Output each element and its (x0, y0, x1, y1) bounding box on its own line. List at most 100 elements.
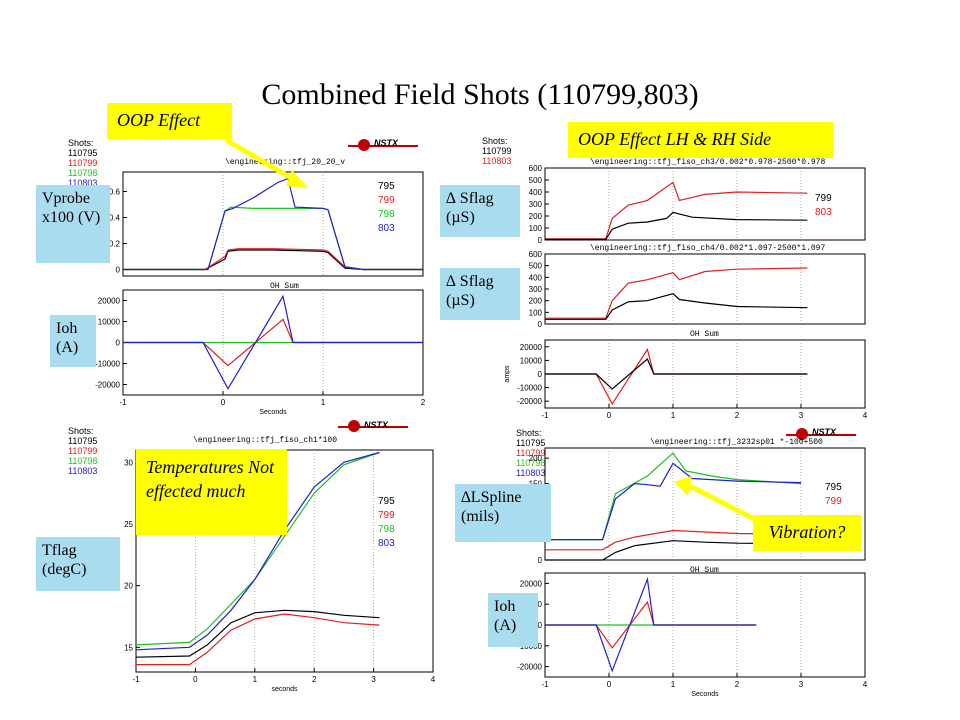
shot-item: 110803 (68, 178, 98, 188)
sflag1-chart: 0 100 200 300 400 500 600 (529, 164, 866, 245)
shot-item: 110803 (482, 156, 512, 166)
series-line-110803 (545, 462, 802, 541)
series-line-110795 (123, 249, 423, 271)
shot-item: 110803 (68, 466, 98, 476)
temperatures-callout: Temperatures Not effected much (136, 449, 287, 535)
panel-title: \engineering::tfj_fiso_ch1*100 (193, 436, 338, 445)
y-tick-label: -20000 (95, 381, 120, 390)
y-tick-label: 0 (538, 236, 543, 245)
shot-item: 110799 (68, 158, 98, 168)
x-tick-label: 3 (799, 411, 804, 420)
y-tick-label: 0 (116, 339, 121, 348)
shot-item: 110798 (68, 456, 98, 466)
shot-item: 110795 (516, 438, 546, 448)
legend-sflag: 799 803 (815, 192, 832, 220)
legend-lspline: 795 799 (825, 481, 842, 509)
series-line-110799 (545, 267, 808, 319)
legend-entry: 799 (378, 510, 395, 521)
legend-entry: 795 (378, 496, 395, 507)
shots-header: Shots: (68, 426, 94, 436)
series-line-110803 (545, 211, 808, 241)
page-title: Combined Field Shots (110799,803) (261, 78, 699, 111)
legend-tflag: 795 799 798 803 (378, 495, 395, 551)
y-tick-label: 20000 (98, 297, 121, 306)
shot-item: 110798 (516, 458, 546, 468)
tflag-label: Tflag (degC) (36, 537, 120, 591)
plot-frame (544, 253, 866, 325)
legend-entry: 799 (815, 193, 832, 204)
oh-right-bottom-panel: OH Sum -20000-1000001000020000-101234Sec… (480, 565, 880, 698)
series-line-110795 (135, 609, 380, 658)
lspline-label: ∆LSpline (mils) (455, 484, 551, 542)
y-axis-label: amps (504, 365, 511, 383)
y-tick-label: 500 (529, 262, 543, 271)
x-tick-label: 4 (863, 411, 868, 420)
x-tick-label: 1 (671, 680, 676, 689)
shots-list-vprobe: Shots: 110795 110799 110798 110803 (68, 138, 97, 188)
legend-entry: 803 (815, 207, 832, 218)
vprobe-chart: 0 0.2 0.4 0.6 (109, 171, 424, 277)
shot-item: 110795 (68, 148, 98, 158)
x-tick-label: 0 (607, 680, 612, 689)
vprobe-label: Vprobe x100 (V) (36, 185, 110, 263)
vibration-callout: Vibration? (753, 515, 861, 551)
x-tick-label: 2 (735, 411, 740, 420)
nstx-logo-bar (348, 145, 418, 147)
y-tick-label: 20000 (520, 343, 543, 352)
y-tick-label: -20000 (517, 663, 542, 672)
oop-effect-callout: OOP Effect (107, 103, 232, 139)
y-tick-label: -10000 (517, 384, 542, 393)
y-tick-label: 0 (538, 370, 543, 379)
x-tick-label: 2 (735, 680, 740, 689)
nstx-logo-text: NSTX (812, 427, 837, 437)
legend-entry: 795 (378, 181, 395, 192)
series-line-110803 (545, 358, 808, 390)
y-tick-label: 200 (529, 454, 543, 463)
legend-entry: 803 (378, 538, 395, 549)
x-axis-label: Seconds (691, 691, 719, 698)
y-tick-label: 500 (529, 176, 543, 185)
shot-item: 110799 (482, 146, 512, 156)
series-line-110799 (136, 613, 380, 666)
sflag2-panel: \engineering::tfj_fiso_ch4/0.002*1.097-2… (480, 244, 880, 330)
y-tick-label: 15 (124, 643, 133, 652)
oh-right-top-chart: -20000-1000001000020000-101234Secondsamp… (504, 339, 868, 429)
shots-list-tflag: Shots: 110795 110799 110798 110803 (68, 426, 97, 476)
sflag2-chart: 0 100 200 300 400 500 600 (529, 250, 866, 329)
shots-list-lspline: Shots: 110795 110799 110798 110803 (516, 428, 545, 478)
y-tick-label: 600 (529, 164, 543, 173)
y-tick-label: 400 (529, 188, 543, 197)
shot-item: 110795 (68, 436, 98, 446)
y-tick-label: 200 (529, 212, 543, 221)
y-tick-label: 0.6 (109, 188, 121, 197)
series-line-110803 (545, 576, 757, 673)
nstx-logo-text: NSTX (364, 420, 389, 430)
shot-item: 110803 (516, 468, 546, 478)
x-tick-label: 4 (431, 675, 436, 684)
ioh-left-label: Ioh (A) (50, 315, 96, 367)
legend-vprobe: 795 799 798 803 (378, 180, 395, 236)
nstx-logo-text: NSTX (374, 138, 399, 148)
legend-entry: 795 (825, 482, 842, 493)
y-tick-label: 600 (529, 250, 543, 259)
y-tick-label: 0 (538, 556, 543, 565)
series-line-110803 (545, 293, 808, 320)
nstx-logo-bar (338, 426, 408, 428)
series-line-110799 (545, 529, 802, 551)
y-tick-label: 10000 (520, 356, 543, 365)
y-tick-label: -10000 (95, 360, 120, 369)
nstx-logo-bar (786, 434, 856, 436)
x-tick-label: 2 (312, 675, 317, 684)
legend-entry: 803 (378, 223, 395, 234)
oh-left-chart: -20000 -10000 0 10000 20000 -1 0 1 2 Seconds (95, 289, 426, 416)
x-tick-label: 0 (607, 411, 612, 420)
y-tick-label: 0 (116, 266, 121, 275)
shots-header: Shots: (68, 138, 94, 148)
y-tick-label: 100 (529, 224, 543, 233)
series-line-110795 (545, 540, 802, 561)
x-tick-label: 3 (371, 675, 376, 684)
y-tick-label: 25 (124, 520, 133, 529)
panel-title: \engineering::tfj_fiso_ch3/0.002*0.978-2… (590, 158, 826, 167)
legend-entry: 798 (378, 524, 395, 535)
